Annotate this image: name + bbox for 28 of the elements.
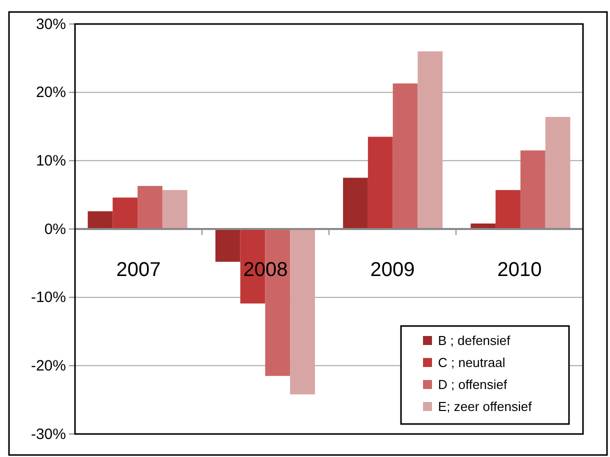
y-tick-label: -20%	[30, 357, 66, 374]
y-tick-label: 30%	[36, 16, 66, 33]
x-tick-label: 2009	[370, 259, 415, 281]
bar	[290, 229, 315, 394]
bar	[88, 211, 113, 229]
bar	[162, 190, 188, 229]
bar	[418, 51, 443, 229]
bar	[138, 186, 162, 229]
legend-label: D ; offensief	[438, 377, 508, 392]
x-tick-label: 2007	[116, 259, 161, 281]
bar	[215, 229, 240, 262]
legend-label: B ; defensief	[438, 333, 511, 348]
bar	[496, 190, 520, 229]
y-tick-label: 0%	[44, 220, 66, 238]
legend-label: E; zeer offensief	[438, 399, 532, 414]
bar	[520, 150, 546, 229]
bar	[343, 178, 368, 229]
x-tick-label: 2010	[497, 259, 542, 281]
x-tick-label: 2008	[243, 259, 288, 281]
bar	[545, 116, 570, 229]
y-tick-label: 10%	[36, 152, 66, 170]
bar	[368, 136, 393, 229]
y-tick-label: -30%	[30, 426, 66, 443]
y-tick-label: -10%	[30, 289, 66, 306]
bar	[392, 83, 418, 229]
y-tick-label: 20%	[36, 84, 66, 102]
bar	[112, 198, 138, 229]
legend-label: C ; neutraal	[438, 355, 506, 370]
